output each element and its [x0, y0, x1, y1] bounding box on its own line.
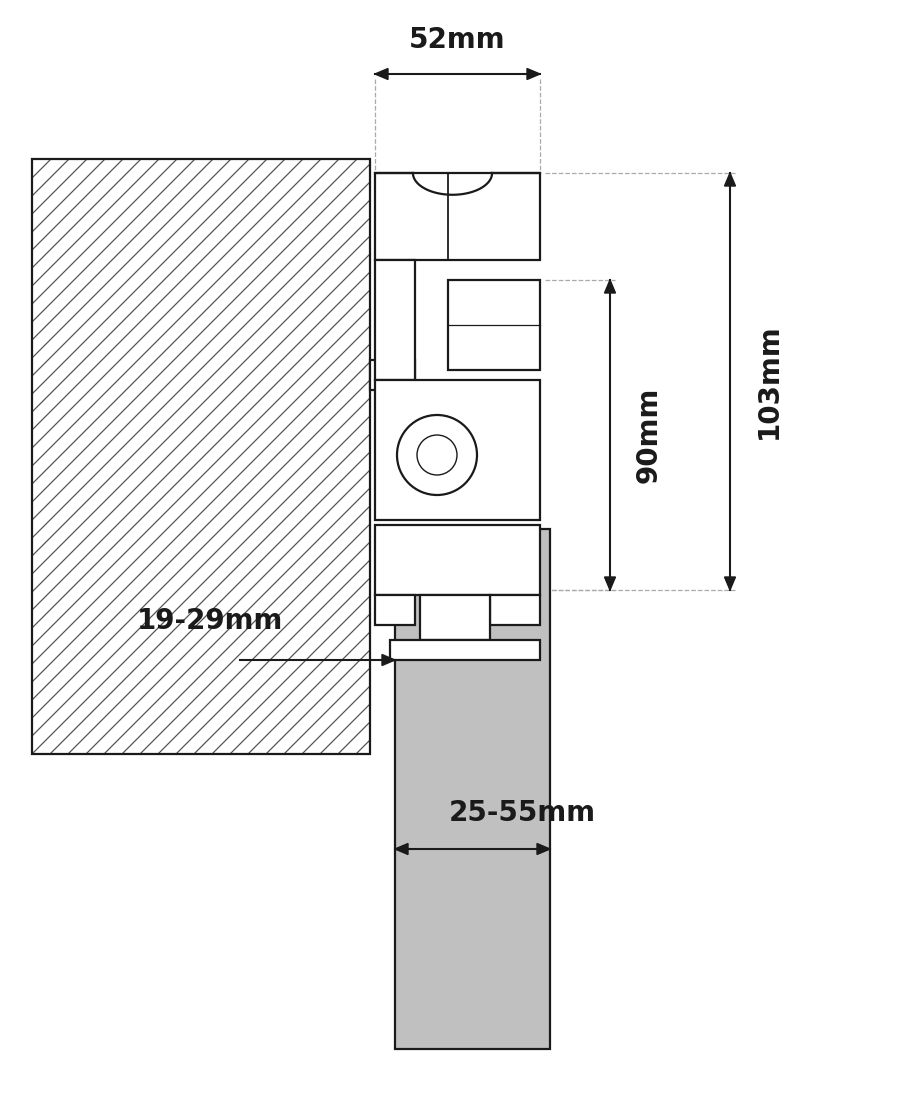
- Text: 25-55mm: 25-55mm: [449, 798, 596, 827]
- Circle shape: [397, 415, 477, 495]
- Polygon shape: [395, 844, 408, 855]
- Polygon shape: [724, 577, 735, 590]
- Bar: [390, 640, 540, 660]
- Text: 52mm: 52mm: [410, 26, 506, 54]
- Bar: [375, 596, 415, 625]
- Bar: [370, 360, 415, 390]
- Polygon shape: [375, 69, 388, 80]
- Bar: [420, 596, 490, 640]
- Bar: [375, 260, 415, 380]
- Text: 103mm: 103mm: [755, 324, 783, 439]
- Bar: [32, 159, 370, 754]
- Bar: [375, 380, 540, 520]
- Bar: [490, 596, 540, 625]
- Bar: [448, 279, 540, 370]
- Bar: [375, 525, 540, 596]
- Polygon shape: [537, 844, 550, 855]
- Polygon shape: [605, 577, 616, 590]
- Bar: [395, 529, 550, 1049]
- Polygon shape: [605, 279, 616, 293]
- Polygon shape: [382, 654, 395, 665]
- Text: 19-29mm: 19-29mm: [137, 607, 284, 635]
- Bar: [375, 173, 540, 260]
- Polygon shape: [724, 173, 735, 186]
- Polygon shape: [527, 69, 540, 80]
- Text: 90mm: 90mm: [635, 387, 663, 484]
- Circle shape: [417, 435, 457, 475]
